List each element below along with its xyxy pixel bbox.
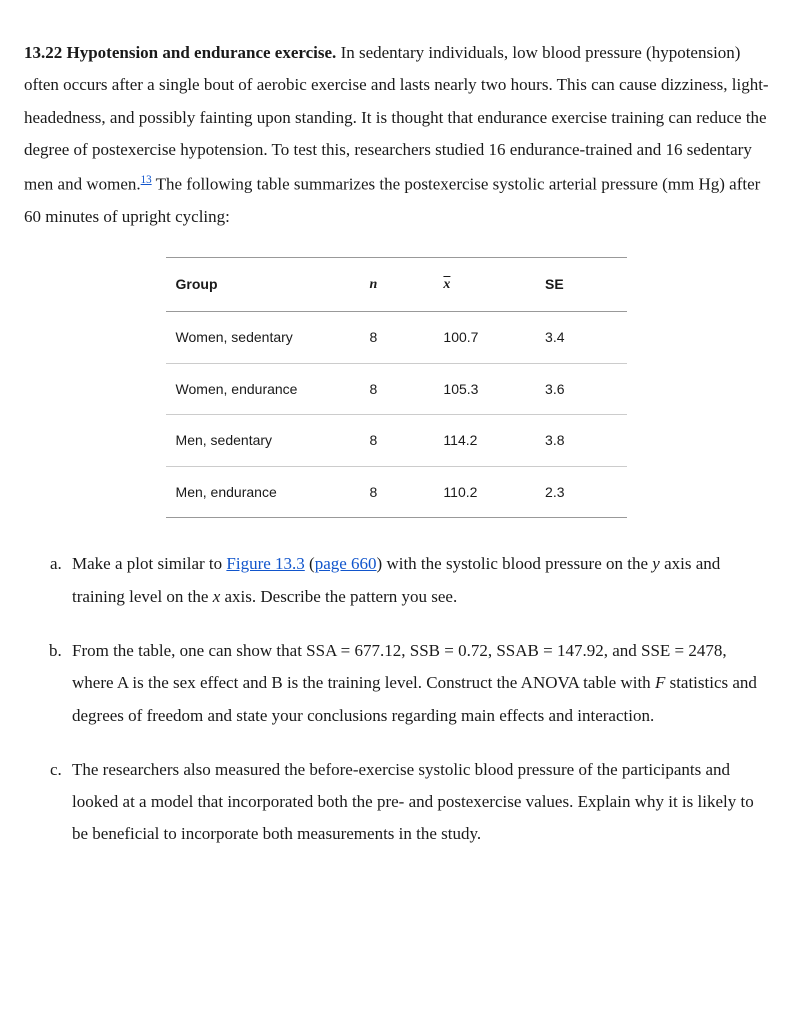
cell-xbar: 114.2 (433, 415, 535, 467)
question-c: The researchers also measured the before… (66, 754, 769, 851)
cell-group: Men, endurance (166, 466, 360, 518)
cell-group: Women, sedentary (166, 312, 360, 364)
cell-xbar: 105.3 (433, 363, 535, 415)
cell-group: Men, sedentary (166, 415, 360, 467)
cell-se: 3.6 (535, 363, 627, 415)
problem-intro: 13.22 Hypotension and endurance exercise… (24, 37, 769, 233)
page-link[interactable]: page 660 (315, 554, 377, 573)
table-header-row: Group n x SE (166, 258, 628, 312)
cell-xbar: 110.2 (433, 466, 535, 518)
header-group: Group (166, 258, 360, 312)
intro-prefix: In sedentary individuals, low blood pres… (24, 43, 769, 194)
table-row: Women, endurance8105.33.6 (166, 363, 628, 415)
question-b: From the table, one can show that SSA = … (66, 635, 769, 732)
table-row: Men, endurance8110.22.3 (166, 466, 628, 518)
header-n: n (360, 258, 434, 312)
cell-xbar: 100.7 (433, 312, 535, 364)
problem-number: 13.22 (24, 43, 62, 62)
cell-n: 8 (360, 363, 434, 415)
question-a: Make a plot similar to Figure 13.3 (page… (66, 548, 769, 613)
cell-group: Women, endurance (166, 363, 360, 415)
cell-se: 3.8 (535, 415, 627, 467)
data-table: Group n x SE Women, sedentary8100.73.4Wo… (166, 257, 628, 518)
cell-n: 8 (360, 312, 434, 364)
cell-se: 2.3 (535, 466, 627, 518)
table-row: Women, sedentary8100.73.4 (166, 312, 628, 364)
header-xbar: x (433, 258, 535, 312)
figure-link[interactable]: Figure 13.3 (226, 554, 304, 573)
cell-se: 3.4 (535, 312, 627, 364)
header-se: SE (535, 258, 627, 312)
problem-title: Hypotension and endurance exercise. (67, 43, 337, 62)
table-row: Men, sedentary8114.23.8 (166, 415, 628, 467)
footnote-link[interactable]: 13 (141, 174, 152, 186)
cell-n: 8 (360, 466, 434, 518)
cell-n: 8 (360, 415, 434, 467)
